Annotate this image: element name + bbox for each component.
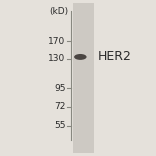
Bar xyxy=(73,3,94,153)
Text: 72: 72 xyxy=(54,102,66,111)
Ellipse shape xyxy=(74,54,87,60)
Text: 95: 95 xyxy=(54,84,66,93)
Text: 55: 55 xyxy=(54,121,66,130)
Text: HER2: HER2 xyxy=(98,50,131,63)
Text: 130: 130 xyxy=(48,54,66,63)
Text: 170: 170 xyxy=(48,37,66,46)
Text: (kD): (kD) xyxy=(50,7,69,16)
